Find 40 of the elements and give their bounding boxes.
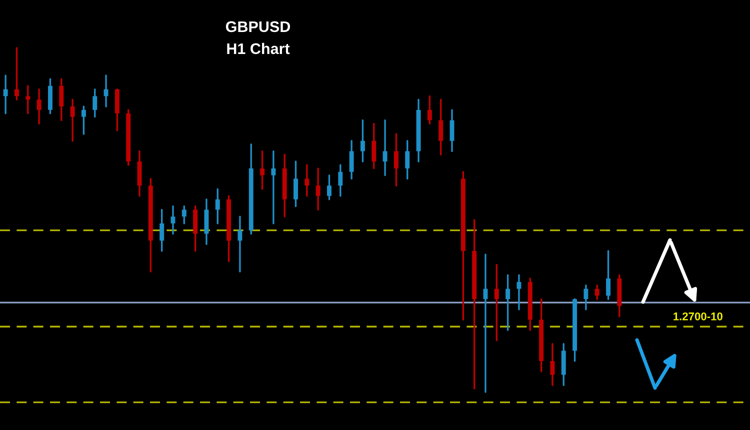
candlestick — [160, 208, 164, 252]
candlestick — [14, 47, 19, 100]
candlestick — [338, 164, 343, 197]
candlestick — [3, 74, 8, 114]
candlestick — [584, 284, 588, 310]
candlestick — [550, 343, 555, 386]
candlestick — [215, 188, 220, 224]
candlestick — [594, 284, 600, 300]
candlestick — [260, 150, 265, 190]
candlestick — [294, 160, 298, 208]
chart-title: GBPUSD — [226, 21, 290, 32]
candlestick — [271, 150, 276, 224]
candlestick — [382, 119, 388, 176]
candlestick — [182, 205, 186, 224]
candlestick — [438, 98, 444, 156]
candlestick — [349, 140, 354, 180]
candlestick — [81, 106, 86, 135]
candlestick — [170, 205, 176, 235]
candlestick — [327, 174, 332, 200]
candlestick — [36, 88, 42, 125]
candlestick — [92, 88, 98, 118]
candlestick — [70, 98, 75, 142]
candlestick — [427, 95, 432, 125]
candlestick — [360, 119, 365, 162]
candlestick — [372, 122, 376, 170]
text: 1.2700-10 — [674, 312, 722, 320]
candlestick — [405, 140, 410, 180]
chart-subtitle: H1 Chart — [227, 42, 290, 54]
candlestick — [26, 85, 30, 114]
candlestick — [104, 74, 108, 108]
candlestick — [450, 109, 454, 152]
candlestick — [606, 250, 610, 300]
candlestick — [516, 274, 522, 310]
candlestick — [316, 168, 320, 211]
candlestick — [394, 133, 398, 186]
candlestick — [59, 78, 64, 122]
candlestick — [304, 164, 310, 197]
candlestick — [238, 216, 242, 272]
candlestick — [494, 264, 499, 342]
candlestick — [506, 274, 510, 331]
